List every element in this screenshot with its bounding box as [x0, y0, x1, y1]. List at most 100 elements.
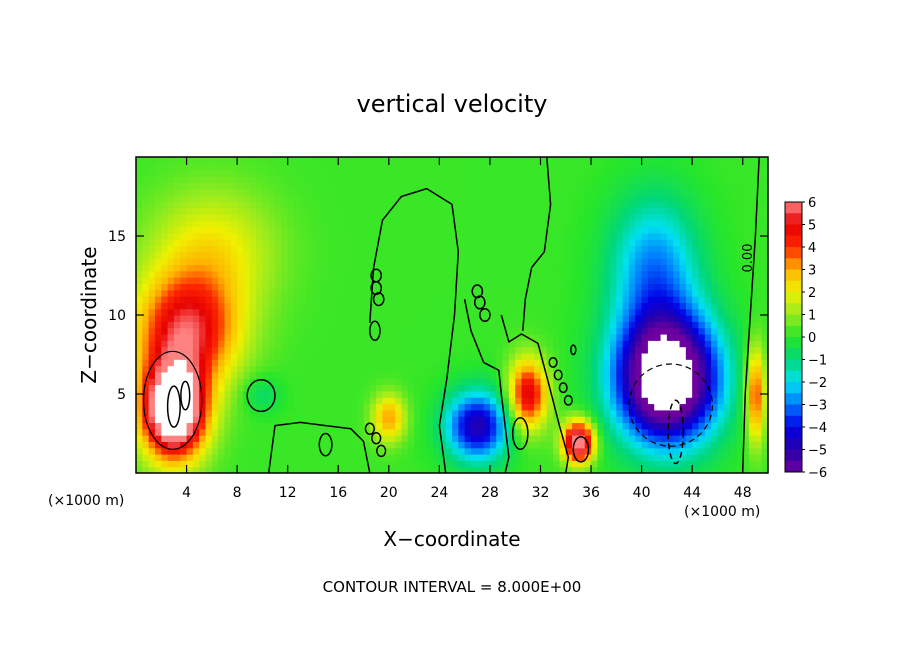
- heatmap-cell: [211, 308, 219, 316]
- heatmap-cell: [742, 169, 750, 177]
- heatmap-cell: [275, 194, 282, 202]
- heatmap-cell: [306, 245, 314, 253]
- heatmap-cell: [173, 409, 181, 417]
- heatmap-cell: [489, 315, 497, 322]
- heatmap-cell: [521, 333, 529, 341]
- heatmap-cell: [717, 346, 725, 354]
- heatmap-cell: [673, 194, 681, 202]
- heatmap-cell: [350, 340, 358, 348]
- heatmap-cell: [452, 169, 459, 177]
- heatmap-cell: [489, 308, 497, 316]
- heatmap-cell: [540, 207, 548, 215]
- heatmap-cell: [572, 277, 579, 284]
- heatmap-cell: [534, 447, 542, 455]
- heatmap-cell: [711, 403, 719, 411]
- heatmap-cell: [148, 403, 156, 411]
- heatmap-cell: [211, 352, 219, 360]
- heatmap-cell: [692, 226, 700, 234]
- heatmap-cell: [515, 182, 523, 190]
- heatmap-cell: [464, 157, 472, 164]
- heatmap-cell: [723, 390, 731, 398]
- heatmap-cell: [312, 194, 320, 202]
- heatmap-cell: [312, 220, 320, 228]
- heatmap-cell: [275, 277, 282, 284]
- heatmap-cell: [685, 346, 693, 354]
- heatmap-cell: [230, 302, 238, 310]
- heatmap-cell: [660, 409, 668, 417]
- heatmap-cell: [540, 422, 548, 430]
- heatmap-cell: [369, 207, 377, 215]
- heatmap-cell: [256, 447, 263, 455]
- heatmap-cell: [559, 321, 567, 329]
- heatmap-cell: [692, 188, 700, 196]
- heatmap-cell: [565, 435, 573, 442]
- heatmap-cell: [521, 340, 529, 348]
- heatmap-cell: [167, 283, 175, 291]
- heatmap-cell: [161, 201, 169, 209]
- heatmap-cell: [540, 321, 548, 329]
- heatmap-cell: [723, 182, 731, 190]
- heatmap-cell: [452, 157, 459, 164]
- heatmap-cell: [211, 188, 219, 196]
- heatmap-cell: [218, 163, 226, 171]
- heatmap-cell: [610, 365, 617, 373]
- heatmap-cell: [331, 428, 339, 436]
- heatmap-cell: [344, 264, 352, 272]
- heatmap-cell: [445, 365, 453, 373]
- heatmap-cell: [338, 447, 346, 455]
- heatmap-cell: [319, 194, 327, 202]
- heatmap-cell: [698, 454, 706, 461]
- heatmap-cell: [154, 435, 162, 442]
- heatmap-cell: [736, 365, 744, 373]
- heatmap-cell: [736, 239, 744, 247]
- heatmap-cell: [154, 302, 162, 310]
- heatmap-cell: [502, 201, 510, 209]
- heatmap-cell: [692, 194, 700, 202]
- heatmap-cell: [275, 359, 282, 367]
- heatmap-cell: [173, 302, 181, 310]
- heatmap-cell: [167, 346, 175, 354]
- heatmap-cell: [635, 403, 643, 411]
- heatmap-cell: [312, 296, 320, 303]
- heatmap-cell: [654, 157, 662, 164]
- heatmap-cell: [666, 239, 674, 247]
- heatmap-cell: [142, 346, 150, 354]
- heatmap-cell: [711, 409, 719, 417]
- heatmap-cell: [749, 157, 756, 164]
- heatmap-cell: [205, 220, 213, 228]
- heatmap-cell: [628, 359, 636, 367]
- heatmap-cell: [508, 321, 516, 329]
- heatmap-cell: [205, 454, 213, 461]
- heatmap-cell: [534, 283, 542, 291]
- heatmap-cell: [401, 384, 409, 392]
- heatmap-cell: [483, 245, 491, 253]
- heatmap-cell: [357, 466, 365, 473]
- heatmap-cell: [603, 289, 611, 297]
- heatmap-cell: [256, 232, 263, 240]
- heatmap-cell: [192, 226, 200, 234]
- heatmap-cell: [395, 454, 403, 461]
- heatmap-cell: [565, 277, 573, 284]
- heatmap-cell: [180, 289, 188, 297]
- heatmap-cell: [515, 409, 523, 417]
- heatmap-cell: [584, 157, 592, 164]
- heatmap-cell: [363, 416, 371, 424]
- heatmap-cell: [142, 460, 150, 468]
- heatmap-cell: [306, 270, 314, 278]
- heatmap-cell: [685, 352, 693, 360]
- heatmap-cell: [154, 220, 162, 228]
- heatmap-cell: [205, 397, 213, 405]
- heatmap-cell: [679, 201, 687, 209]
- heatmap-cell: [458, 333, 466, 341]
- heatmap-cell: [723, 403, 731, 411]
- heatmap-cell: [584, 340, 592, 348]
- heatmap-cell: [761, 308, 768, 316]
- heatmap-cell: [426, 251, 434, 259]
- heatmap-cell: [723, 277, 731, 284]
- heatmap-cell: [749, 302, 756, 310]
- heatmap-cell: [527, 333, 535, 341]
- heatmap-cell: [154, 296, 162, 303]
- heatmap-cell: [572, 169, 579, 177]
- heatmap-cell: [401, 315, 409, 322]
- heatmap-cell: [426, 447, 434, 455]
